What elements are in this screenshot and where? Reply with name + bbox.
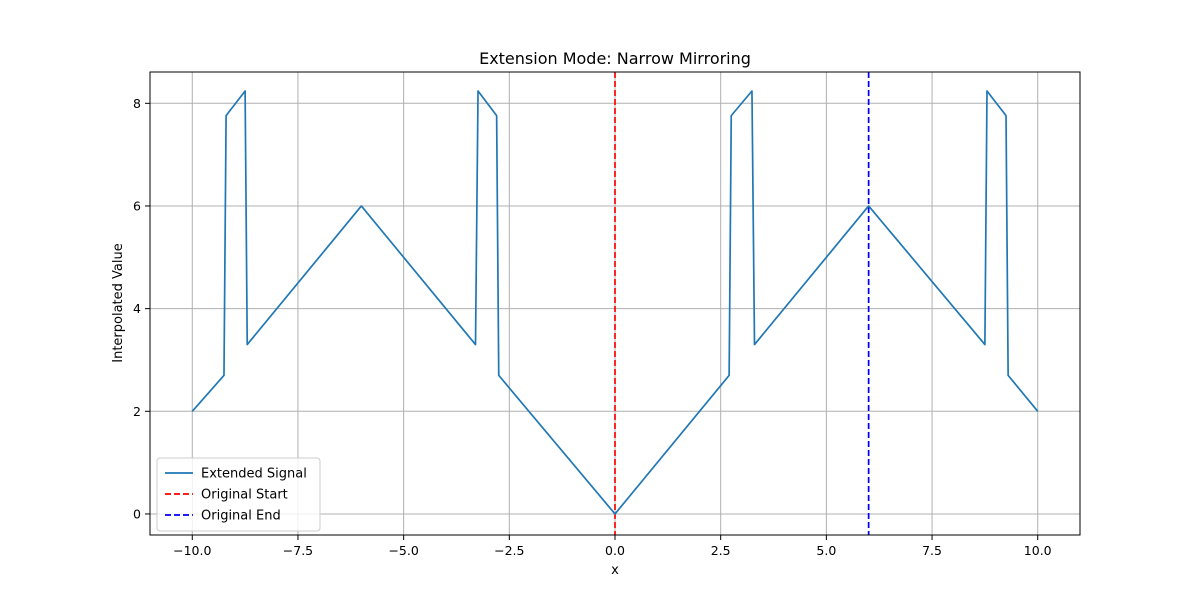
legend-label-2: Original End	[201, 509, 281, 524]
legend-label-0: Extended Signal	[201, 467, 307, 482]
x-tick-label-1: −7.5	[283, 543, 313, 558]
y-tick-label-3: 6	[133, 198, 141, 213]
legend-label-1: Original Start	[201, 488, 288, 503]
y-ticks: 0 2 4 6 8	[133, 96, 150, 521]
x-tick-label-6: 5.0	[816, 543, 836, 558]
y-tick-label-0: 0	[133, 506, 141, 521]
legend: Extended Signal Original Start Original En…	[156, 457, 321, 532]
chart-title: Extension Mode: Narrow Mirroring	[479, 49, 751, 68]
x-axis-label: x	[611, 563, 619, 578]
x-tick-label-3: −2.5	[494, 543, 524, 558]
y-tick-label-1: 2	[133, 404, 141, 419]
x-tick-label-4: 0.0	[605, 543, 625, 558]
series-line-0	[191, 90, 1039, 515]
y-tick-label-4: 8	[133, 96, 141, 111]
y-tick-label-2: 4	[133, 301, 141, 316]
reference-lines	[614, 72, 870, 535]
series-group	[191, 90, 1039, 515]
y-axis-label: Interpolated Value	[111, 243, 126, 362]
x-tick-label-7: 7.5	[922, 543, 942, 558]
x-tick-label-5: 2.5	[711, 543, 731, 558]
x-tick-label-0: −10.0	[173, 543, 211, 558]
legend-box	[156, 457, 321, 532]
x-tick-label-2: −5.0	[388, 543, 418, 558]
x-ticks: −10.0 −7.5 −5.0 −2.5 0.0 2.5 5.0 7.5 10.0	[173, 535, 1052, 558]
x-tick-label-8: 10.0	[1024, 543, 1052, 558]
